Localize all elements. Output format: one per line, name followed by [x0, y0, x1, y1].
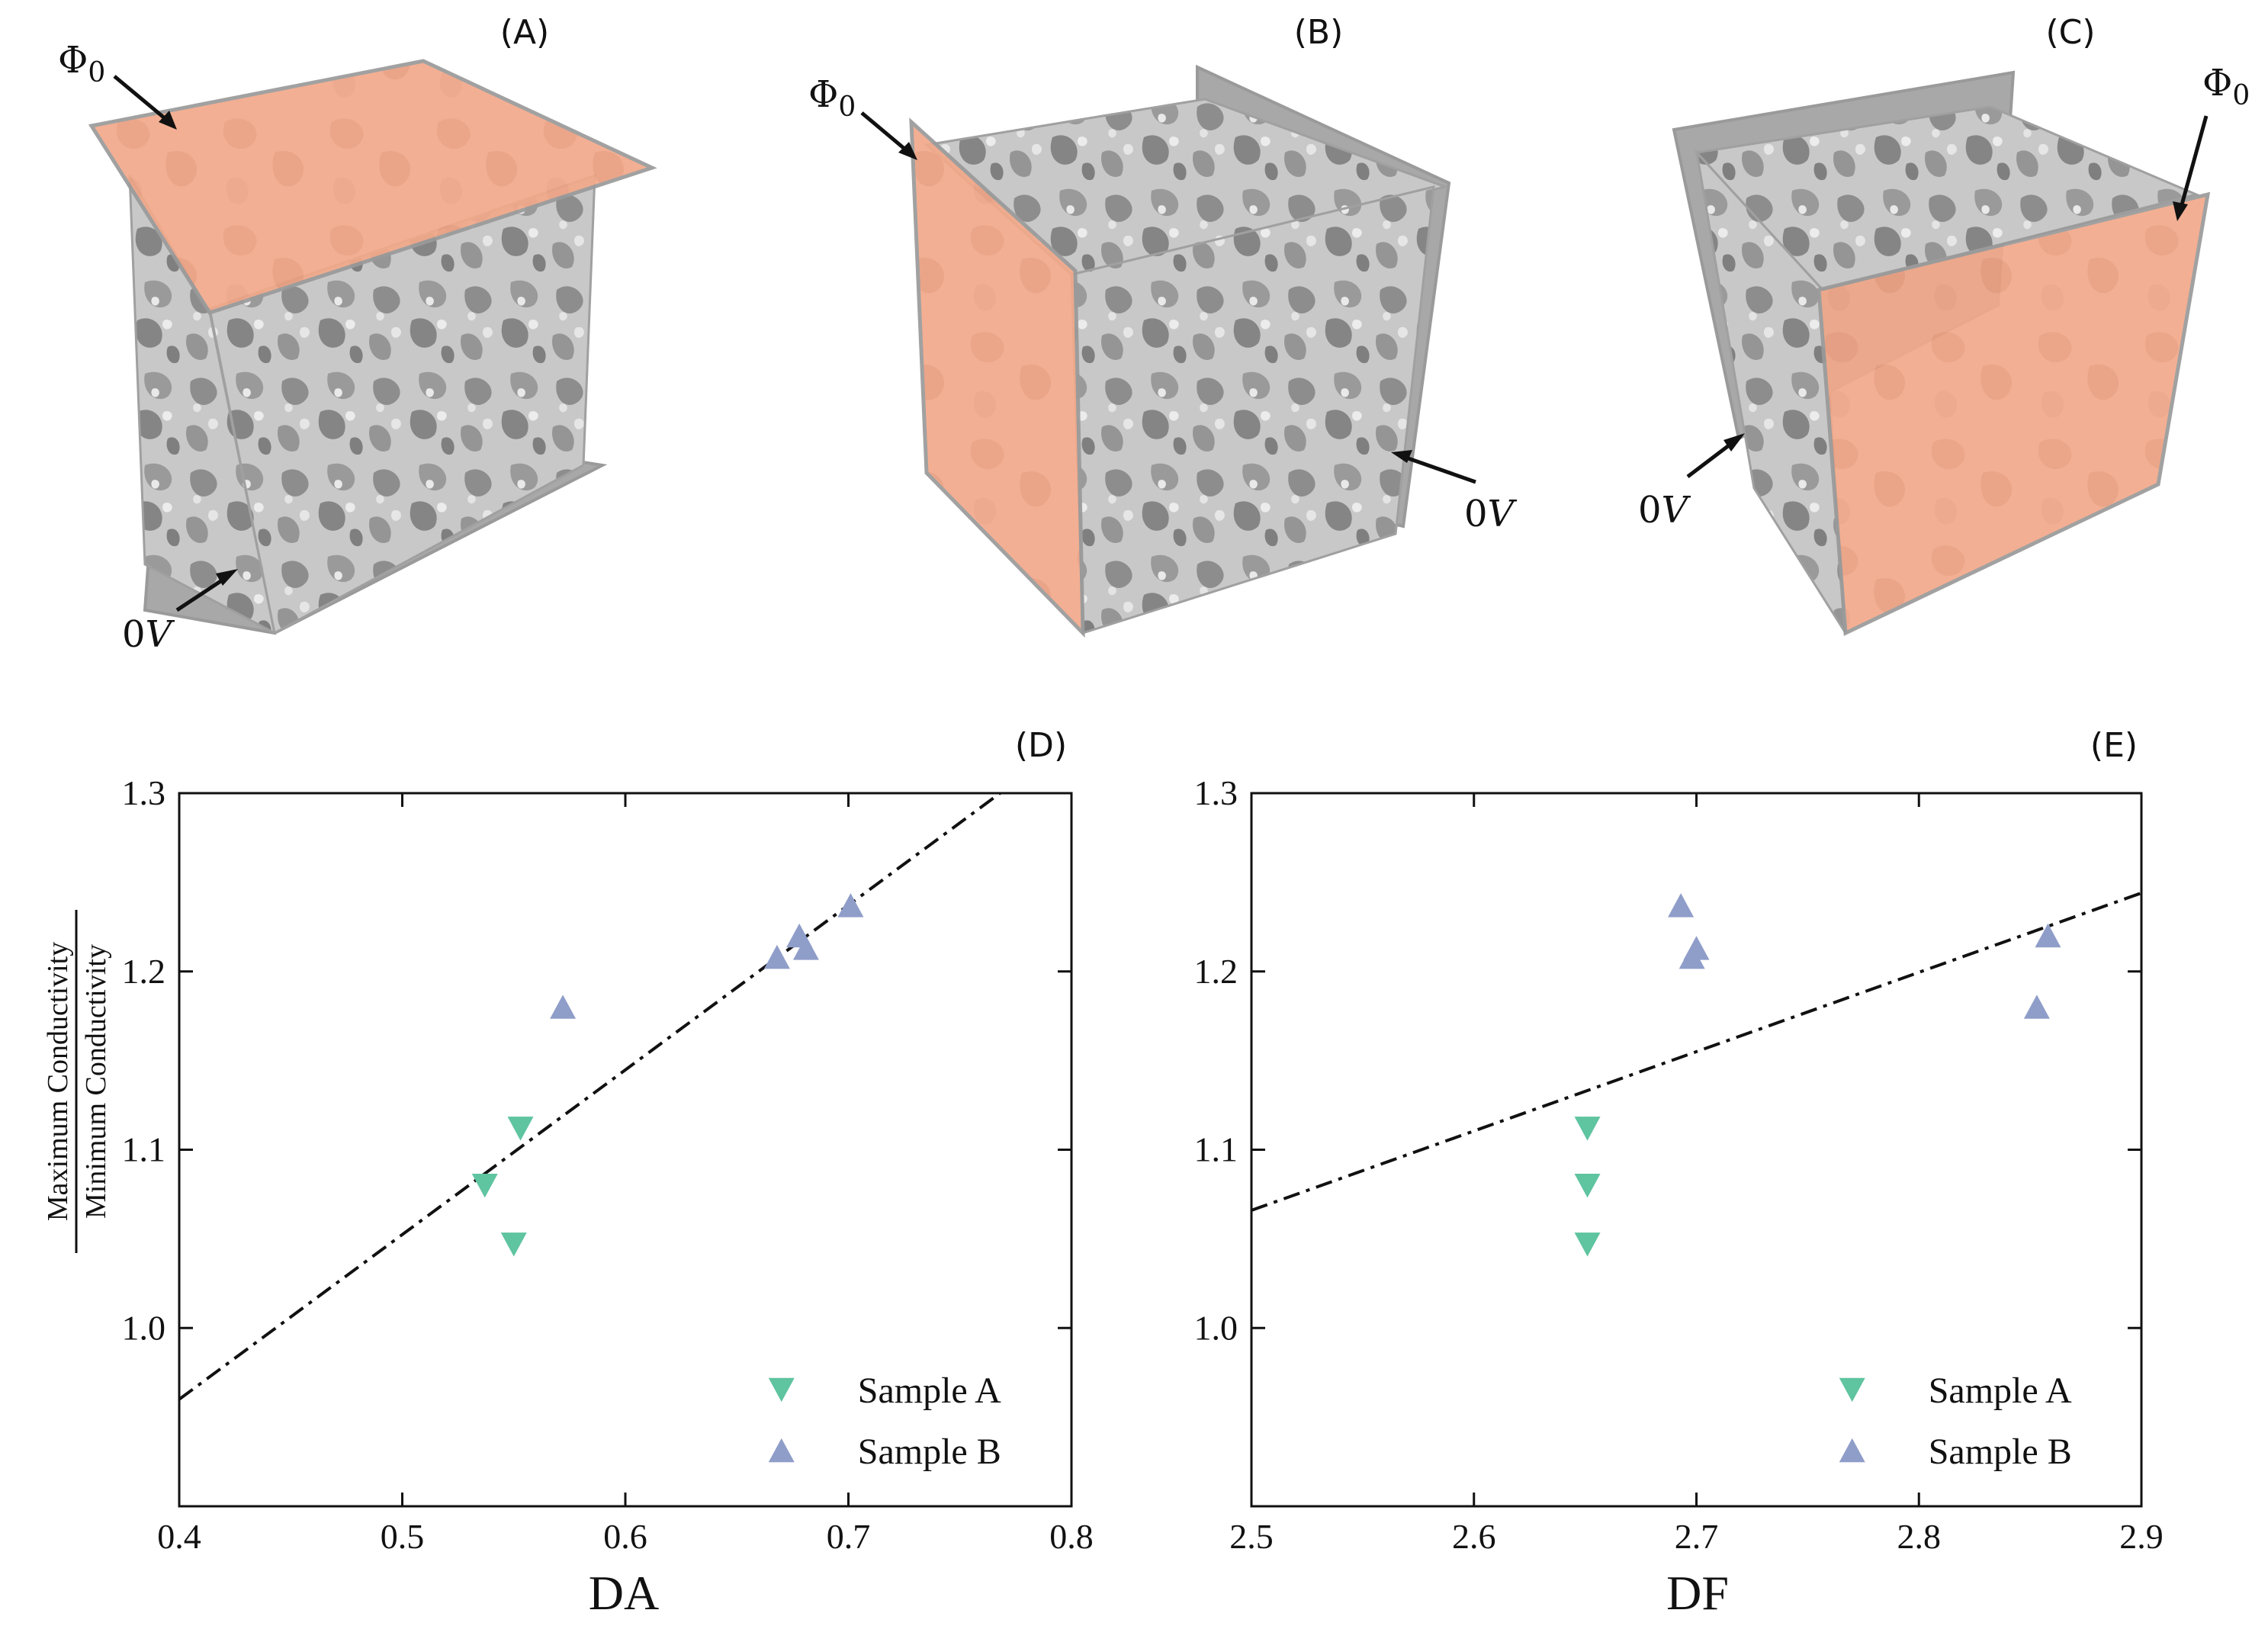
chart-d: (D) 0.4 0.5 0.6 0.7 0.8 1.0 1.1 1.2 1.3 Sample A S…: [42, 726, 1094, 1620]
y-label-denominator: Minimum Conductivity: [80, 944, 112, 1219]
panel-label-d: (D): [1015, 726, 1067, 765]
ground-arrow-head-b: [1391, 450, 1412, 463]
panel-label-e: (E): [2090, 726, 2138, 765]
x-tick-label: 2.6: [1452, 1517, 1496, 1556]
y-tick-label: 1.1: [122, 1130, 166, 1169]
legend-marker-sample-b: [768, 1438, 795, 1463]
phi-annotation-c: Φ0: [2202, 62, 2250, 111]
y-tick-label: 1.0: [1194, 1308, 1238, 1347]
legend-marker-sample-a: [1839, 1377, 1865, 1403]
panel-a: (A) Φ0 0V: [58, 13, 657, 656]
sample-b-point: [2035, 923, 2061, 948]
sample-a-point: [500, 1232, 527, 1257]
x-tick-label: 0.7: [827, 1517, 871, 1556]
left-electrode-plate: [909, 117, 1085, 638]
sample-b-point: [1668, 893, 1695, 917]
panel-label-c: (C): [2045, 13, 2095, 52]
sample-a-point: [471, 1173, 498, 1198]
panel-c: (C) Φ0 0V: [1638, 13, 2250, 636]
phi-annotation-a: Φ0: [58, 39, 105, 88]
ground-arrow-a: [175, 574, 230, 612]
y-tick-label: 1.2: [1194, 952, 1238, 991]
legend-label-sample-a: Sample A: [1929, 1371, 2072, 1411]
ground-annotation-a: 0V: [122, 613, 175, 656]
legend-marker-sample-a: [768, 1377, 795, 1403]
phi-arrow-a: [113, 75, 171, 124]
ground-arrow-head-a: [216, 569, 238, 586]
x-tick-label: 0.8: [1049, 1517, 1094, 1556]
y-tick-label: 1.0: [122, 1308, 166, 1347]
ground-annotation-c: 0V: [1638, 489, 1691, 532]
legend-marker-sample-b: [1839, 1438, 1865, 1463]
sample-b-point: [837, 893, 864, 917]
y-label-numerator: Maximum Conductivity: [42, 942, 74, 1221]
y-tick-label: 1.3: [122, 773, 166, 812]
sample-a-point: [1574, 1173, 1601, 1198]
ground-arrow-b: [1401, 454, 1476, 484]
x-tick-label: 2.5: [1229, 1517, 1274, 1556]
ground-annotation-b: 0V: [1464, 493, 1518, 535]
fit-line-d: [178, 792, 1001, 1401]
legend-label-sample-b: Sample B: [1929, 1432, 2072, 1472]
sample-a-point: [1574, 1117, 1601, 1141]
legend-label-sample-b: Sample B: [858, 1432, 1001, 1472]
y-tick-label: 1.1: [1194, 1130, 1238, 1169]
top-electrode-plate: [88, 59, 657, 315]
sample-b-point: [2023, 995, 2050, 1019]
x-tick-label: 0.5: [381, 1517, 425, 1556]
ground-arrow-c: [1686, 439, 1736, 478]
x-tick-label: 0.6: [603, 1517, 647, 1556]
chart-e: (E) 2.5 2.6 2.7 2.8 2.9 1.0 1.1 1.2 1.3 Sample A S…: [1194, 726, 2164, 1620]
phi-arrow-b: [860, 111, 911, 154]
phi-arrow-c: [2179, 115, 2209, 208]
panel-b: (B) Φ0 0V: [808, 13, 1518, 638]
legend-label-sample-a: Sample A: [858, 1371, 1001, 1411]
y-tick-label: 1.2: [122, 952, 166, 991]
sample-b-point: [763, 944, 790, 969]
plot-area-d: 0.4 0.5 0.6 0.7 0.8 1.0 1.1 1.2 1.3 Sample A Sampl…: [122, 773, 1094, 1556]
x-tick-label: 2.7: [1675, 1517, 1719, 1556]
sample-b-point: [550, 995, 577, 1019]
ground-arrow-head-c: [1723, 433, 1745, 451]
sample-a-point: [1574, 1232, 1601, 1257]
panel-label-a: (A): [500, 13, 549, 52]
y-tick-label: 1.3: [1194, 773, 1238, 812]
y-axis-label-d: Maximum Conductivity Minimum Conductivit…: [42, 910, 112, 1253]
panel-label-b: (B): [1294, 13, 1344, 52]
phi-arrow-head-b: [898, 142, 917, 160]
plot-area-e: 2.5 2.6 2.7 2.8 2.9 1.0 1.1 1.2 1.3 Sample A Sampl…: [1194, 773, 2164, 1556]
x-axis-label-d: DA: [589, 1566, 659, 1620]
phi-arrow-head-a: [159, 111, 177, 130]
x-tick-label: 2.9: [2119, 1517, 2164, 1556]
sample-b-point: [1683, 936, 1710, 960]
fit-line-e: [1251, 892, 2142, 1212]
x-axis-label-e: DF: [1666, 1566, 1729, 1620]
sample-b-point: [792, 936, 819, 960]
phi-arrow-head-c: [2173, 201, 2188, 221]
x-tick-label: 0.4: [157, 1517, 201, 1556]
sample-a-point: [507, 1117, 534, 1141]
right-electrode-plate: [1817, 191, 2211, 636]
x-tick-label: 2.8: [1897, 1517, 1942, 1556]
phi-annotation-b: Φ0: [808, 73, 856, 123]
